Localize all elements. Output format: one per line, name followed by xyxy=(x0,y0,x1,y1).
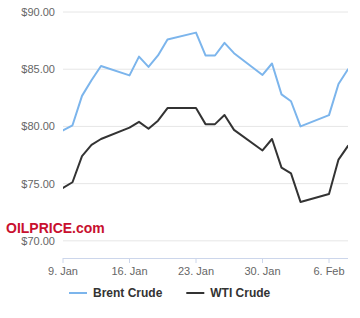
x-tick-label: 23. Jan xyxy=(178,265,214,277)
grid-line xyxy=(63,240,348,241)
x-tick-label: 9. Jan xyxy=(48,265,78,277)
x-tick xyxy=(329,258,330,263)
series-line xyxy=(63,33,348,131)
x-axis-line xyxy=(63,258,348,259)
x-tick xyxy=(196,258,197,263)
grid-line xyxy=(63,69,348,70)
legend-label: Brent Crude xyxy=(93,286,163,300)
grid-line xyxy=(63,12,348,13)
y-tick-label: $70.00 xyxy=(21,235,55,247)
series-line xyxy=(63,108,348,202)
y-tick-label: $90.00 xyxy=(21,6,55,18)
plot-area xyxy=(63,33,348,202)
x-tick-label: 16. Jan xyxy=(111,265,147,277)
watermark: OILPRICE.com xyxy=(6,220,105,236)
x-tick xyxy=(63,258,64,263)
x-tick-label: 6. Feb xyxy=(313,265,344,277)
chart: $70.00 $75.00 $80.00 $85.00 $90.00 9. Jan 16. … xyxy=(0,0,360,318)
y-tick-label: $85.00 xyxy=(21,63,55,75)
legend-label: WTI Crude xyxy=(210,286,270,300)
legend-symbol xyxy=(69,292,87,294)
y-tick-label: $80.00 xyxy=(21,120,55,132)
x-tick xyxy=(129,258,130,263)
grid-line xyxy=(63,126,348,127)
legend-symbol xyxy=(186,292,204,294)
x-tick-label: 30. Jan xyxy=(244,265,280,277)
grid-line xyxy=(63,183,348,184)
y-tick-label: $75.00 xyxy=(21,178,55,190)
x-tick xyxy=(262,258,263,263)
